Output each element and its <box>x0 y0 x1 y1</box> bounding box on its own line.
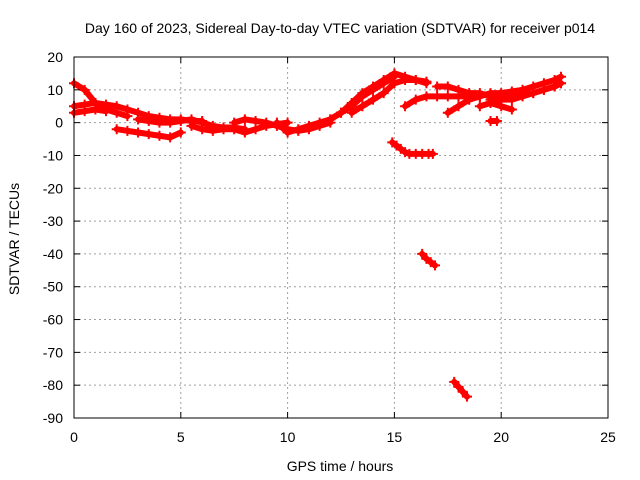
series-arc-c <box>69 104 112 118</box>
data-point <box>462 391 473 402</box>
data-point <box>506 104 517 115</box>
data-point <box>101 106 112 117</box>
data-point <box>491 115 502 126</box>
y-tick-label: -70 <box>43 344 63 360</box>
data-point <box>421 76 432 87</box>
y-axis-label: SDTVAR / TECUs <box>6 183 22 295</box>
x-axis-label: GPS time / hours <box>287 458 394 474</box>
data-points <box>69 68 567 402</box>
x-tick-label: 20 <box>493 429 509 445</box>
y-tick-label: 0 <box>55 115 63 131</box>
data-point <box>427 148 438 159</box>
series-drop-2 <box>417 248 440 271</box>
axis-ticks: 0 5 10 15 20 25 -90 -80 -70 -60 -50 -40 -30 -20 -10 0 10… <box>43 49 616 445</box>
data-point <box>175 127 186 138</box>
series-drop-3 <box>449 376 473 402</box>
series-arc-n <box>464 71 567 105</box>
y-tick-label: -20 <box>43 180 63 196</box>
series-arc-q <box>485 97 517 115</box>
data-point <box>556 78 567 89</box>
series-arc-d <box>111 124 186 143</box>
x-tick-label: 25 <box>600 429 616 445</box>
x-tick-label: 5 <box>177 429 185 445</box>
series-arc-j <box>346 74 432 118</box>
series-arc-k <box>400 91 475 112</box>
y-tick-label: 20 <box>47 49 63 65</box>
y-tick-label: 10 <box>47 82 63 98</box>
y-tick-label: -10 <box>43 147 63 163</box>
y-tick-label: -40 <box>43 246 63 262</box>
series-drop-1 <box>387 137 438 159</box>
y-tick-label: -90 <box>43 410 63 426</box>
y-tick-label: -80 <box>43 377 63 393</box>
x-tick-label: 15 <box>387 429 403 445</box>
x-tick-label: 10 <box>280 429 296 445</box>
chart-title: Day 160 of 2023, Sidereal Day-to-day VTE… <box>85 20 595 36</box>
plot-frame <box>73 56 609 419</box>
x-tick-label: 0 <box>70 429 78 445</box>
y-tick-label: -60 <box>43 312 63 328</box>
series-arc-r <box>485 115 502 126</box>
y-tick-label: -30 <box>43 213 63 229</box>
grid <box>74 57 608 418</box>
y-tick-label: -50 <box>43 279 63 295</box>
series-arc-p <box>485 78 567 105</box>
data-point <box>429 260 440 271</box>
